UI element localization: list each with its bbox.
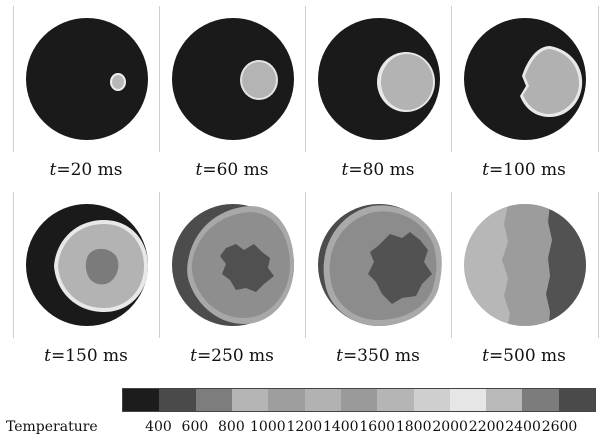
colorbar-tick-label: 400 bbox=[145, 419, 172, 435]
colorbar-tick-label: 1400 bbox=[322, 419, 359, 435]
panel-7 bbox=[305, 192, 453, 338]
panel-6-image bbox=[172, 204, 294, 326]
colorbar-swatch bbox=[231, 389, 269, 411]
colorbar-swatch bbox=[304, 389, 341, 411]
panel-8 bbox=[451, 192, 599, 338]
colorbar-swatch bbox=[195, 389, 232, 411]
colorbar-tick-label: 1000 bbox=[250, 419, 286, 435]
panel-1-image bbox=[26, 18, 148, 140]
colorbar-tick-label: 1800 bbox=[395, 419, 432, 435]
panel-1 bbox=[13, 6, 161, 152]
panel-5-label: t=150 ms bbox=[44, 346, 128, 366]
colorbar-swatch bbox=[377, 389, 414, 411]
panel-8-image bbox=[464, 204, 586, 326]
colorbar-swatch bbox=[159, 389, 196, 411]
colorbar-tick-label: 1600 bbox=[359, 419, 396, 435]
panel-1-label: t=20 ms bbox=[49, 160, 123, 180]
panel-3 bbox=[305, 6, 453, 152]
panel-2 bbox=[159, 6, 307, 152]
colorbar-swatch bbox=[123, 389, 160, 411]
panel-7-label: t=350 ms bbox=[336, 346, 420, 366]
panel-5-image bbox=[26, 204, 148, 326]
panel-7-image bbox=[318, 204, 442, 326]
panel-4 bbox=[451, 6, 599, 152]
panel-3-image bbox=[318, 18, 440, 140]
colorbar-tick-label: 2400 bbox=[505, 419, 541, 435]
panel-3-label: t=80 ms bbox=[341, 160, 415, 180]
panel-2-label: t=60 ms bbox=[195, 160, 269, 180]
colorbar-tick-label: 2600 bbox=[541, 419, 578, 435]
colorbar-tick-label: 1200 bbox=[286, 419, 323, 435]
colorbar-swatch bbox=[413, 389, 450, 411]
colorbar-swatch bbox=[558, 389, 596, 411]
colorbar-swatch bbox=[522, 389, 559, 411]
colorbar-swatch bbox=[268, 389, 305, 411]
panel-8-label: t=500 ms bbox=[482, 346, 566, 366]
colorbar-title: Temperature bbox=[6, 419, 98, 435]
panel-4-label: t=100 ms bbox=[482, 160, 566, 180]
temperature-colorbar bbox=[122, 388, 596, 412]
panel-5 bbox=[13, 192, 161, 338]
colorbar-ticks: 400 600 800 1000 1200 1400 1600 1800 2000 2200 240… bbox=[122, 419, 596, 437]
colorbar-tick-label: 2200 bbox=[468, 419, 505, 435]
colorbar-swatch bbox=[340, 389, 378, 411]
colorbar-swatch bbox=[449, 389, 487, 411]
panel-6-label: t=250 ms bbox=[190, 346, 274, 366]
colorbar-tick-label: 800 bbox=[218, 419, 245, 435]
panel-2-image bbox=[172, 18, 294, 140]
colorbar-tick-label: 2000 bbox=[432, 419, 468, 435]
colorbar-swatch bbox=[486, 389, 523, 411]
panel-4-image bbox=[464, 18, 586, 140]
colorbar-tick-label: 600 bbox=[181, 419, 209, 435]
panel-6 bbox=[159, 192, 307, 338]
